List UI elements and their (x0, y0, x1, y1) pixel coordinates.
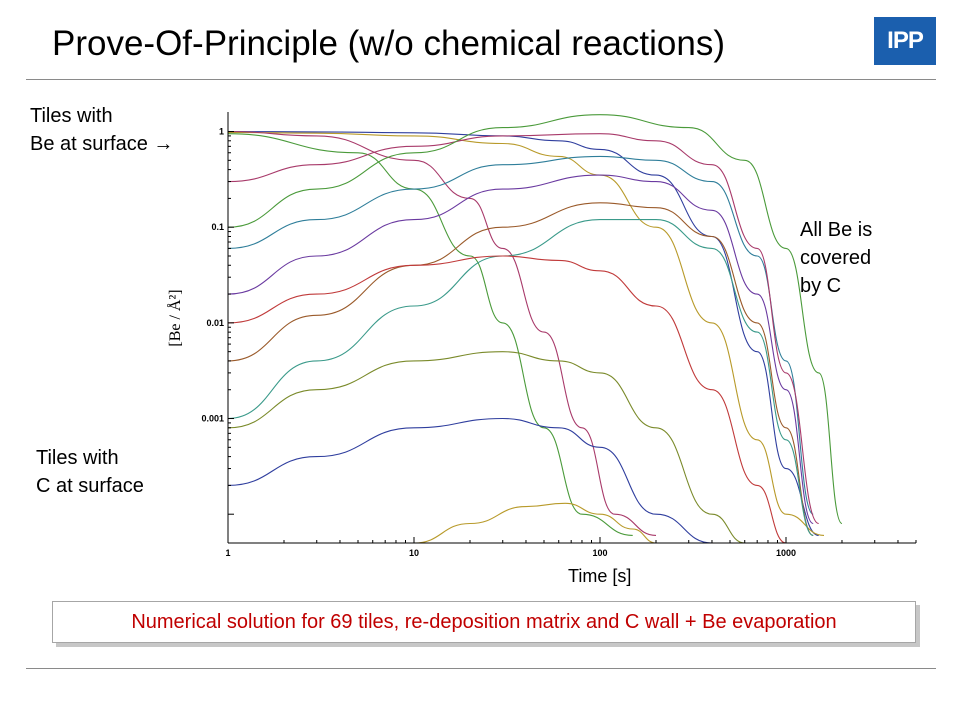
series-line-4 (227, 133, 633, 536)
y-tick-label: 1 (219, 127, 224, 137)
note-be-line-1: Tiles with (30, 105, 113, 127)
series-line-8 (227, 219, 814, 536)
series-line-13 (227, 133, 819, 525)
x-tick-label: 10 (409, 548, 419, 558)
series-line-14 (227, 114, 843, 525)
curves-group (227, 114, 843, 544)
x-tick-label: 1000 (776, 548, 796, 558)
x-tick-label: 100 (592, 548, 607, 558)
y-axis-label: [Be / Å²] (167, 289, 184, 347)
y-tick-label: 0.001 (201, 414, 224, 424)
series-line-7 (227, 202, 814, 536)
series-line-2 (227, 131, 825, 536)
note-c-surface: Tiles with C at surface (36, 444, 144, 500)
note-covered-line-1: All Be is (800, 219, 873, 241)
series-line-1 (227, 130, 819, 536)
note-covered-line-2: covered (800, 247, 872, 269)
series-line-3 (227, 130, 657, 536)
series-line-10 (227, 351, 745, 544)
note-covered-line-3: by C (800, 275, 842, 297)
y-tick-label: 0.01 (206, 318, 224, 328)
series-line-11 (227, 417, 713, 544)
note-c-line-2: C at surface (36, 475, 144, 497)
caption-box: Numerical solution for 69 tiles, re-depo… (52, 601, 916, 643)
slide-title: Prove-Of-Principle (w/o chemical reactio… (52, 24, 725, 63)
ticks-group: 1 10 100 1000 1 0.1 0.01 0.001 (201, 127, 917, 558)
series-line-6 (227, 174, 814, 525)
y-tick-label: 0.1 (211, 222, 224, 232)
note-c-line-1: Tiles with (36, 447, 119, 469)
series-line-12 (413, 502, 657, 544)
note-be-surface: Tiles with Be at surface → (30, 102, 173, 158)
series-line-9 (227, 255, 787, 544)
top-divider (26, 79, 936, 80)
series-line-5 (227, 155, 814, 515)
note-covered: All Be is covered by C (800, 216, 872, 300)
x-axis-label: Time [s] (568, 566, 632, 586)
note-be-line-2: Be at surface → (30, 133, 174, 155)
x-tick-label: 1 (225, 548, 230, 558)
ipp-logo: IPP (874, 17, 936, 65)
bottom-divider (26, 668, 936, 669)
